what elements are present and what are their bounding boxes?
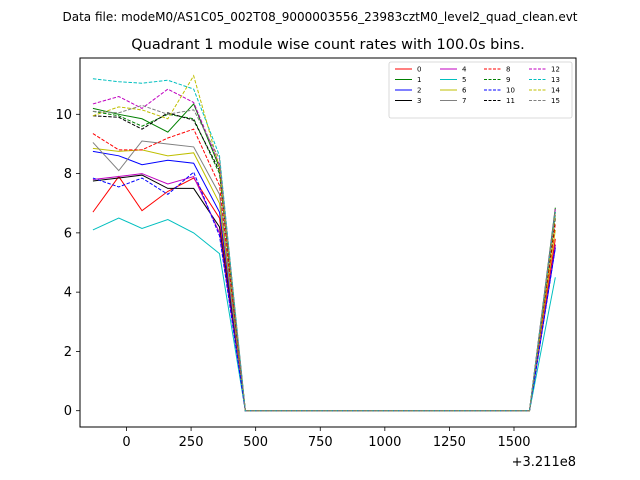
x-tick-label: 1500 — [497, 435, 530, 450]
series-line-9 — [92, 110, 556, 412]
legend-item-12: 12 — [529, 66, 560, 74]
series-line-11 — [92, 112, 556, 412]
legend-item-1: 1 — [395, 76, 421, 84]
series-line-15 — [92, 104, 556, 412]
legend-frame — [388, 61, 573, 119]
legend-label: 14 — [551, 87, 560, 95]
series-line-3 — [92, 174, 556, 412]
axes-frame — [79, 57, 577, 428]
series-line-14 — [92, 74, 556, 412]
legend-label: 8 — [506, 66, 510, 74]
x-tick-label: 750 — [308, 435, 333, 450]
legend-item-2: 2 — [395, 87, 421, 95]
series-line-8 — [92, 128, 556, 412]
series-line-13 — [92, 78, 556, 412]
series-line-1 — [92, 103, 556, 412]
legend-label: 6 — [462, 87, 467, 95]
x-tick-label: 500 — [243, 435, 268, 450]
y-axis: 0 2 4 6 8 10 — [55, 108, 80, 419]
chart-title: Quadrant 1 module wise count rates with … — [131, 37, 525, 53]
legend-item-8: 8 — [484, 66, 510, 74]
x-axis: 0 250 500 750 1000 1250 1500 — [122, 427, 531, 450]
plot-area — [79, 57, 577, 428]
legend-label: 11 — [506, 97, 515, 105]
legend-item-11: 11 — [484, 97, 515, 105]
legend-label: 0 — [417, 66, 421, 74]
legend-label: 13 — [551, 76, 560, 84]
legend-label: 2 — [417, 87, 421, 95]
legend-label: 4 — [462, 66, 467, 74]
series-line-2 — [92, 150, 556, 412]
y-tick-label: 10 — [55, 108, 72, 123]
y-tick-label: 6 — [64, 226, 72, 241]
legend-item-7: 7 — [440, 97, 466, 105]
x-tick-label: 1000 — [368, 435, 401, 450]
series-line-0 — [92, 175, 556, 412]
series-line-6 — [92, 147, 556, 412]
x-tick-label: 250 — [179, 435, 204, 450]
legend-item-5: 5 — [440, 76, 466, 84]
legend-label: 1 — [417, 76, 421, 84]
x-tick-label: 1250 — [433, 435, 466, 450]
series-line-5 — [92, 217, 556, 412]
legend-item-3: 3 — [395, 97, 421, 105]
legend-item-6: 6 — [440, 87, 467, 95]
legend-item-10: 10 — [484, 87, 515, 95]
series-layer — [92, 74, 556, 412]
legend-item-13: 13 — [529, 76, 560, 84]
y-tick-label: 0 — [64, 404, 72, 419]
series-line-4 — [92, 173, 556, 412]
figure-suptitle: Data file: modeM0/AS1C05_002T08_90000035… — [62, 10, 577, 24]
y-tick-label: 2 — [64, 345, 72, 360]
legend-label: 3 — [417, 97, 421, 105]
legend-label: 7 — [462, 97, 466, 105]
legend-item-14: 14 — [529, 87, 560, 95]
series-line-10 — [92, 171, 556, 412]
x-tick-label: 0 — [122, 435, 130, 450]
x-axis-offset-label: +3.211e8 — [512, 455, 576, 470]
y-tick-label: 4 — [64, 286, 72, 301]
legend-label: 12 — [551, 66, 560, 74]
series-line-12 — [92, 88, 556, 412]
legend-item-15: 15 — [529, 97, 560, 105]
y-tick-label: 8 — [64, 167, 72, 182]
legend-item-9: 9 — [484, 76, 510, 84]
legend-label: 15 — [551, 97, 560, 105]
legend-label: 5 — [462, 76, 466, 84]
legend-item-0: 0 — [395, 66, 421, 74]
legend-item-4: 4 — [440, 66, 467, 74]
legend-label: 10 — [506, 87, 515, 95]
legend-label: 9 — [506, 76, 510, 84]
